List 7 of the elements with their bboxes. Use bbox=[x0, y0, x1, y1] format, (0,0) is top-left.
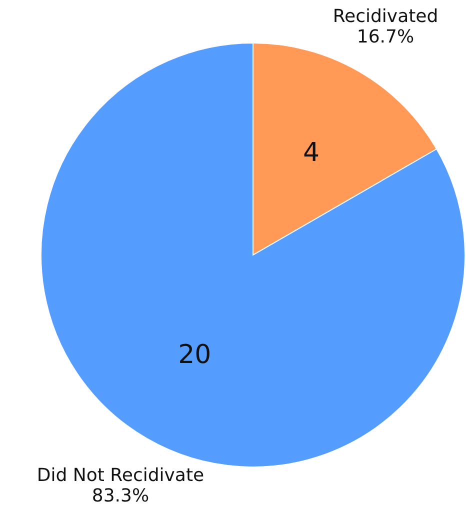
slice-label: Did Not Recidivate bbox=[36, 464, 204, 486]
text: 16.7% bbox=[356, 26, 414, 48]
slice-label: Recidivated bbox=[332, 6, 438, 27]
pie-slice bbox=[40, 42, 466, 468]
text: 83.3% bbox=[92, 486, 150, 507]
data-label: 4 bbox=[303, 138, 320, 168]
data-label: 20 bbox=[178, 340, 212, 370]
